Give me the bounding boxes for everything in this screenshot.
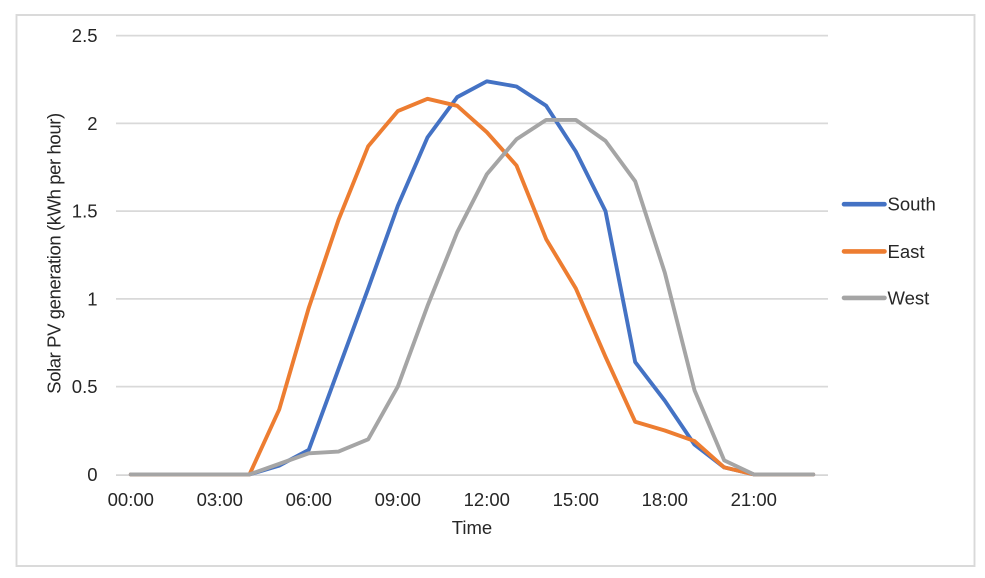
svg-text:2.5: 2.5 — [72, 25, 98, 46]
svg-text:Time: Time — [452, 517, 492, 538]
svg-text:South: South — [888, 194, 936, 215]
svg-text:18:00: 18:00 — [642, 489, 688, 510]
svg-text:12:00: 12:00 — [464, 489, 510, 510]
svg-text:0: 0 — [87, 464, 97, 485]
svg-text:0.5: 0.5 — [72, 376, 98, 397]
svg-text:2: 2 — [87, 113, 97, 134]
svg-text:09:00: 09:00 — [375, 489, 421, 510]
svg-text:West: West — [888, 287, 930, 308]
svg-text:03:00: 03:00 — [197, 489, 243, 510]
svg-text:06:00: 06:00 — [286, 489, 332, 510]
svg-text:1.5: 1.5 — [72, 201, 98, 222]
svg-text:East: East — [888, 241, 925, 262]
svg-text:Solar PV generation (kWh per h: Solar PV generation (kWh per hour) — [44, 113, 65, 394]
svg-text:00:00: 00:00 — [108, 489, 154, 510]
svg-text:21:00: 21:00 — [731, 489, 777, 510]
svg-text:15:00: 15:00 — [553, 489, 599, 510]
svg-text:1: 1 — [87, 288, 97, 309]
